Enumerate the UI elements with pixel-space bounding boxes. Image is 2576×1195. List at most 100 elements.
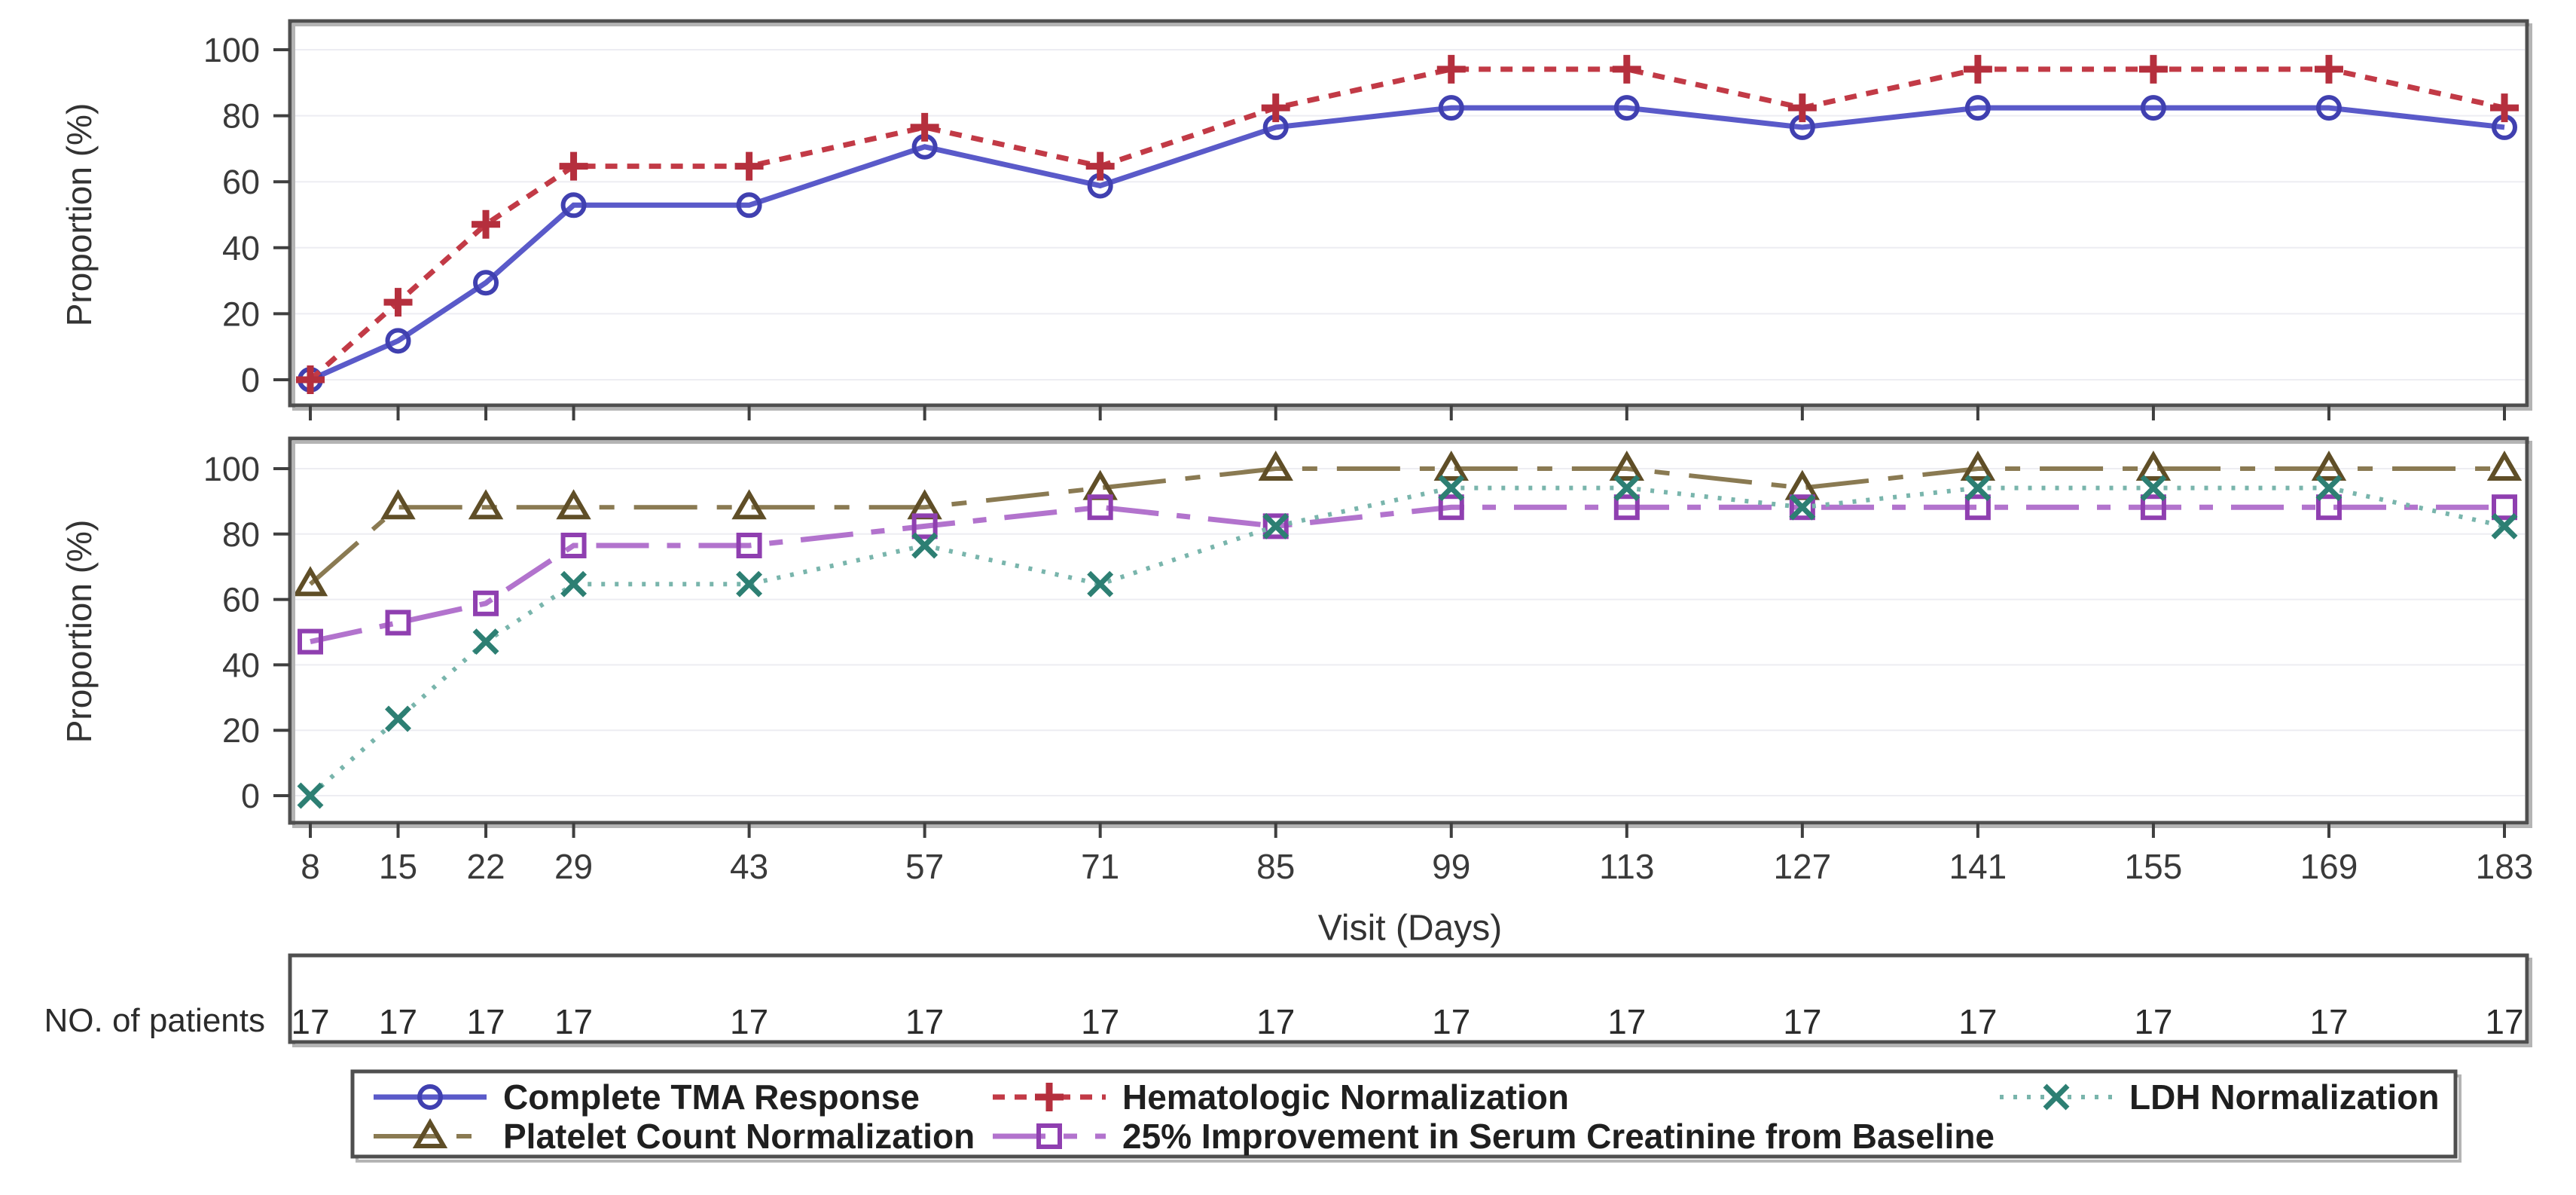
circle-marker [417,1084,443,1110]
patients-count: 17 [1256,1002,1295,1041]
triangle-marker [412,1118,448,1148]
plus-marker [1035,1083,1064,1111]
circle-marker [385,328,411,354]
patients-count: 17 [730,1002,768,1041]
square-marker [1262,513,1289,539]
patients-count: 17 [905,1002,944,1041]
x-marker [1789,494,1816,521]
plus-marker [383,288,413,317]
y-tick-label: 20 [222,295,260,333]
series-tma [298,95,2517,393]
patients-count: 17 [2309,1002,2348,1041]
x-tick-label: 22 [466,847,505,886]
x-marker [1964,475,1992,502]
square-marker [560,532,587,558]
square-marker [473,590,499,616]
circle-marker [473,270,499,296]
legend-item-platelet: Platelet Count Normalization [374,1117,975,1156]
y-axis-label-bottom: Proportion (%) [60,519,99,744]
x-tick-label: 29 [554,847,593,886]
x-axis-label: Visit (Days) [1317,908,1503,949]
patients-row-label: NO. of patients [44,1002,265,1039]
legend-item-label: Platelet Count Normalization [503,1117,975,1156]
patients-count: 17 [466,1002,505,1041]
square-marker [1087,494,1113,521]
legend-item-label: 25% Improvement in Serum Creatinine from… [1122,1117,1995,1156]
legend-item-creatinine: 25% Improvement in Serum Creatinine from… [993,1117,1995,1156]
patients-box-border [288,953,2529,1044]
square-marker [1036,1123,1062,1149]
y-tick-label: 0 [241,361,260,399]
triangle-marker [1433,451,1469,481]
x-tick-label: 15 [379,847,417,886]
triangle-marker [2486,451,2523,481]
legend-item-ldh: LDH Normalization [2000,1077,2439,1117]
x-marker [1438,475,1465,502]
plus-marker [1261,93,1290,123]
panel-border [288,436,2529,825]
x-marker [736,570,763,598]
x-marker [2491,512,2518,539]
panel-top: 0 20 40 60 80 100 [203,19,2532,420]
triangle-marker [2135,451,2172,481]
square-marker [1438,494,1464,521]
plus-marker [472,209,501,239]
x-tick-label: 141 [1949,847,2007,886]
y-tick-label: 60 [222,581,260,619]
patients-count: 17 [554,1002,593,1041]
patients-count: 17 [2134,1002,2172,1041]
triangle-marker [380,489,416,520]
plus-marker [1085,151,1115,181]
triangle-marker [468,489,504,520]
y-tick-label: 20 [222,711,260,750]
circle-marker [1613,95,1640,121]
x-tick-label: 85 [1256,847,1295,886]
legend-item-hema: Hematologic Normalization [993,1077,1569,1117]
legend-item-label: LDH Normalization [2129,1077,2439,1117]
plus-marker [1963,54,1992,84]
legend: Complete TMA Response Hematologic Normali… [350,1069,2462,1163]
square-marker [1613,494,1640,521]
circle-marker [560,192,587,219]
square-marker [385,610,411,636]
series-creatinine [298,494,2517,655]
plus-marker [2490,93,2519,123]
legend-item-label: Complete TMA Response [503,1077,920,1117]
plus-marker [1436,54,1466,84]
plus-marker [1787,93,1817,123]
y-tick-label: 40 [222,229,260,267]
x-tick-label: 8 [301,847,320,886]
circle-marker [736,192,762,219]
circle-marker [1964,95,1991,121]
patients-count: 17 [1783,1002,1821,1041]
plus-marker [2138,54,2168,84]
legend-item-label: Hematologic Normalization [1122,1077,1569,1117]
panel-bottom: 0 20 40 60 80 100 [203,436,2532,838]
square-marker [2315,494,2342,521]
series-ldh [297,475,2518,809]
circle-marker [1438,95,1464,121]
triangle-marker [1258,451,1293,481]
square-marker [1964,494,1991,521]
patients-count: 17 [2485,1002,2523,1041]
x-marker [1087,570,1114,598]
x-tick-label: 155 [2125,847,2183,886]
plus-marker [296,365,325,394]
x-marker [2043,1083,2070,1111]
x-tick-label: 113 [1599,847,1654,886]
series-platelet [292,451,2523,597]
patients-count: 17 [379,1002,417,1041]
y-tick-label: 80 [222,515,260,554]
square-marker [736,532,762,558]
patients-count: 17 [1432,1002,1470,1041]
x-tick-label: 71 [1081,847,1119,886]
plus-marker [559,151,588,181]
series-line [309,105,2505,383]
x-tick-label: 127 [1773,847,1831,886]
triangle-marker [731,489,767,520]
x-tick-label: 57 [905,847,944,886]
square-marker [2140,494,2166,521]
panel-shadow [292,23,2532,411]
